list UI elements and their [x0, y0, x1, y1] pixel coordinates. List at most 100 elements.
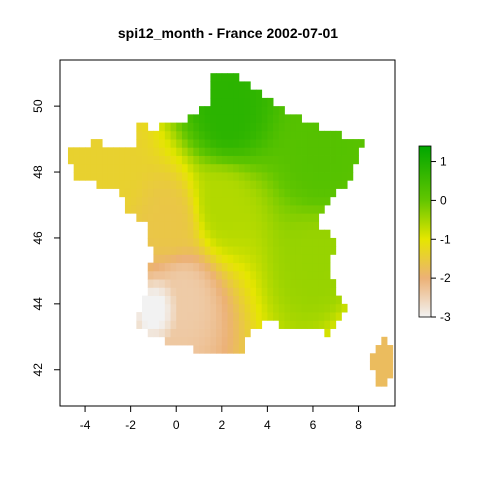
raster-cell — [204, 262, 211, 272]
raster-cell — [187, 213, 194, 222]
raster-cell — [278, 262, 285, 272]
raster-cell — [238, 229, 245, 239]
raster-cell — [176, 221, 183, 231]
raster-cell — [238, 180, 245, 189]
raster-cell — [164, 237, 171, 247]
raster-cell — [176, 237, 183, 247]
raster-cell — [130, 155, 137, 165]
raster-cell — [147, 130, 154, 140]
raster-cell — [170, 270, 177, 280]
raster-cell — [210, 122, 217, 132]
raster-cell — [79, 172, 86, 181]
raster-cell — [301, 279, 308, 288]
raster-cell — [307, 147, 314, 156]
raster-cell — [227, 180, 234, 189]
raster-cell — [227, 295, 234, 305]
raster-cell — [273, 122, 280, 132]
raster-cell — [119, 155, 126, 165]
raster-cell — [199, 262, 206, 272]
raster-cell — [181, 139, 189, 148]
raster-cell — [312, 172, 320, 181]
raster-cell — [250, 172, 257, 181]
raster-cell — [216, 172, 223, 181]
raster-cell — [307, 229, 314, 239]
raster-cell — [159, 262, 166, 272]
raster-cell — [170, 246, 177, 255]
raster-cell — [295, 320, 302, 329]
raster-cell — [238, 336, 245, 346]
raster-cell — [124, 196, 132, 206]
raster-cell — [221, 204, 228, 214]
raster-cell — [301, 270, 308, 280]
raster-cell — [176, 204, 183, 214]
raster-cell — [147, 320, 154, 329]
raster-cell — [290, 130, 297, 140]
raster-cell — [312, 163, 320, 173]
raster-cell — [238, 97, 245, 107]
raster-cell — [142, 204, 149, 214]
raster-cell — [318, 295, 325, 305]
raster-cell — [153, 204, 160, 214]
raster-cell — [255, 312, 263, 321]
raster-cell — [347, 172, 354, 181]
raster-cell — [335, 130, 342, 140]
raster-cell — [273, 196, 280, 206]
raster-cell — [290, 229, 297, 239]
raster-cell — [187, 130, 194, 140]
raster-cell — [199, 229, 206, 239]
raster-cell — [227, 345, 234, 354]
raster-cell — [307, 122, 314, 132]
raster-cell — [193, 345, 200, 354]
raster-cell — [176, 270, 183, 280]
raster-cell — [284, 155, 291, 165]
raster-cell — [142, 213, 149, 222]
raster-cell — [233, 97, 240, 107]
raster-cell — [227, 188, 234, 198]
raster-cell — [221, 303, 228, 313]
raster-cell — [181, 196, 189, 206]
raster-cell — [284, 221, 291, 231]
raster-cell — [330, 172, 337, 181]
raster-cell — [221, 73, 228, 82]
raster-cell — [250, 287, 257, 297]
raster-cell — [301, 139, 308, 148]
raster-cell — [107, 163, 114, 173]
raster-cell — [159, 130, 166, 140]
raster-cell — [187, 114, 194, 124]
raster-cell — [233, 270, 240, 280]
raster-cell — [170, 130, 177, 140]
raster-cell — [119, 172, 126, 181]
raster-cell — [244, 180, 251, 189]
raster-cell — [153, 254, 160, 264]
raster-cell — [193, 312, 200, 321]
raster-cell — [142, 295, 149, 305]
raster-cell — [244, 81, 251, 91]
raster-cell — [199, 139, 206, 148]
raster-cell — [318, 287, 325, 297]
raster-cell — [250, 106, 257, 115]
raster-cell — [267, 188, 274, 198]
raster-cell — [90, 139, 97, 148]
x-tick-label: 6 — [310, 418, 317, 432]
raster-cell — [301, 312, 308, 321]
raster-cell — [233, 139, 240, 148]
raster-cell — [233, 328, 240, 338]
raster-cell — [187, 139, 194, 148]
raster-cell — [238, 155, 245, 165]
raster-cell — [221, 336, 228, 346]
raster-cell — [227, 328, 234, 338]
raster-cell — [210, 262, 217, 272]
raster-cell — [312, 139, 320, 148]
raster-cell — [324, 270, 331, 280]
raster-cell — [330, 287, 337, 297]
raster-cell — [210, 163, 217, 173]
raster-cell — [159, 147, 166, 156]
raster-cell — [227, 122, 234, 132]
raster-cell — [96, 163, 103, 173]
raster-cell — [216, 246, 223, 255]
raster-cell — [113, 172, 120, 181]
raster-cell — [164, 287, 171, 297]
raster-cell — [273, 155, 280, 165]
raster-cell — [176, 147, 183, 156]
raster-cell — [210, 81, 217, 91]
